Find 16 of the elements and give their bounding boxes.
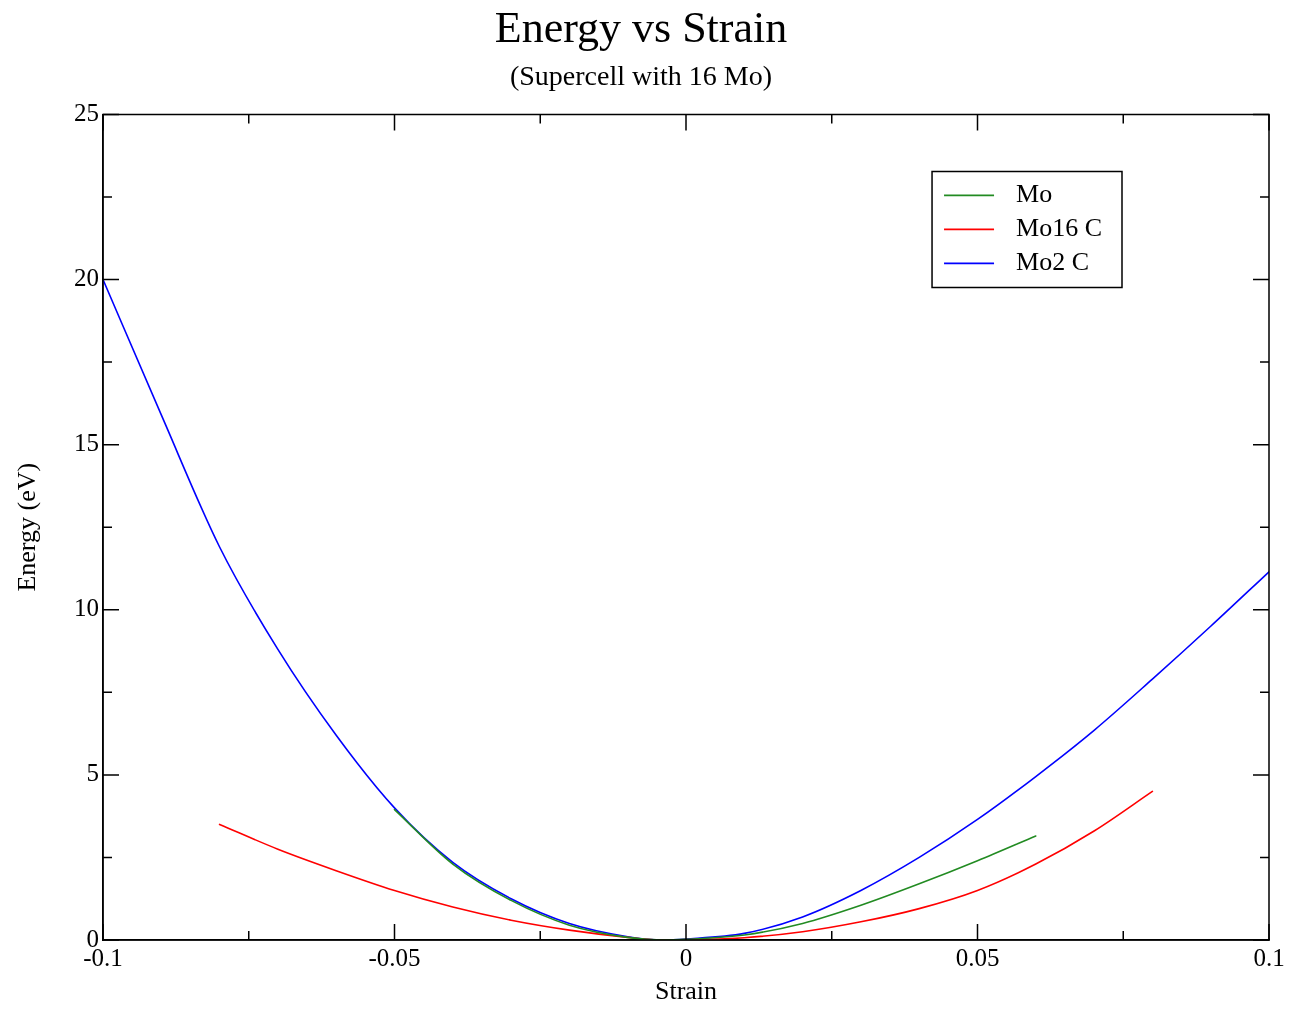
y-tick-label: 20 bbox=[74, 264, 99, 292]
y-tick-label: 15 bbox=[74, 429, 99, 457]
y-tick-label: 10 bbox=[74, 594, 99, 622]
y-axis-title: Energy (eV) bbox=[12, 462, 42, 592]
x-tick-label: 0 bbox=[679, 943, 693, 971]
x-tick-label: 0.05 bbox=[955, 943, 1000, 971]
y-tick-label: 25 bbox=[74, 98, 99, 126]
y-tick-label: 5 bbox=[86, 759, 99, 787]
legend-label: Mo16 C bbox=[1016, 213, 1103, 243]
chart-title: Energy vs Strain bbox=[494, 2, 788, 52]
x-tick-label: 0.1 bbox=[1253, 943, 1285, 971]
x-tick-label: -0.05 bbox=[368, 943, 421, 971]
chart-subtitle: (Supercell with 16 Mo) bbox=[509, 59, 773, 91]
x-axis-title: Strain bbox=[654, 976, 718, 1006]
legend-label: Mo2 C bbox=[1016, 247, 1090, 277]
legend-label: Mo bbox=[1016, 179, 1053, 209]
